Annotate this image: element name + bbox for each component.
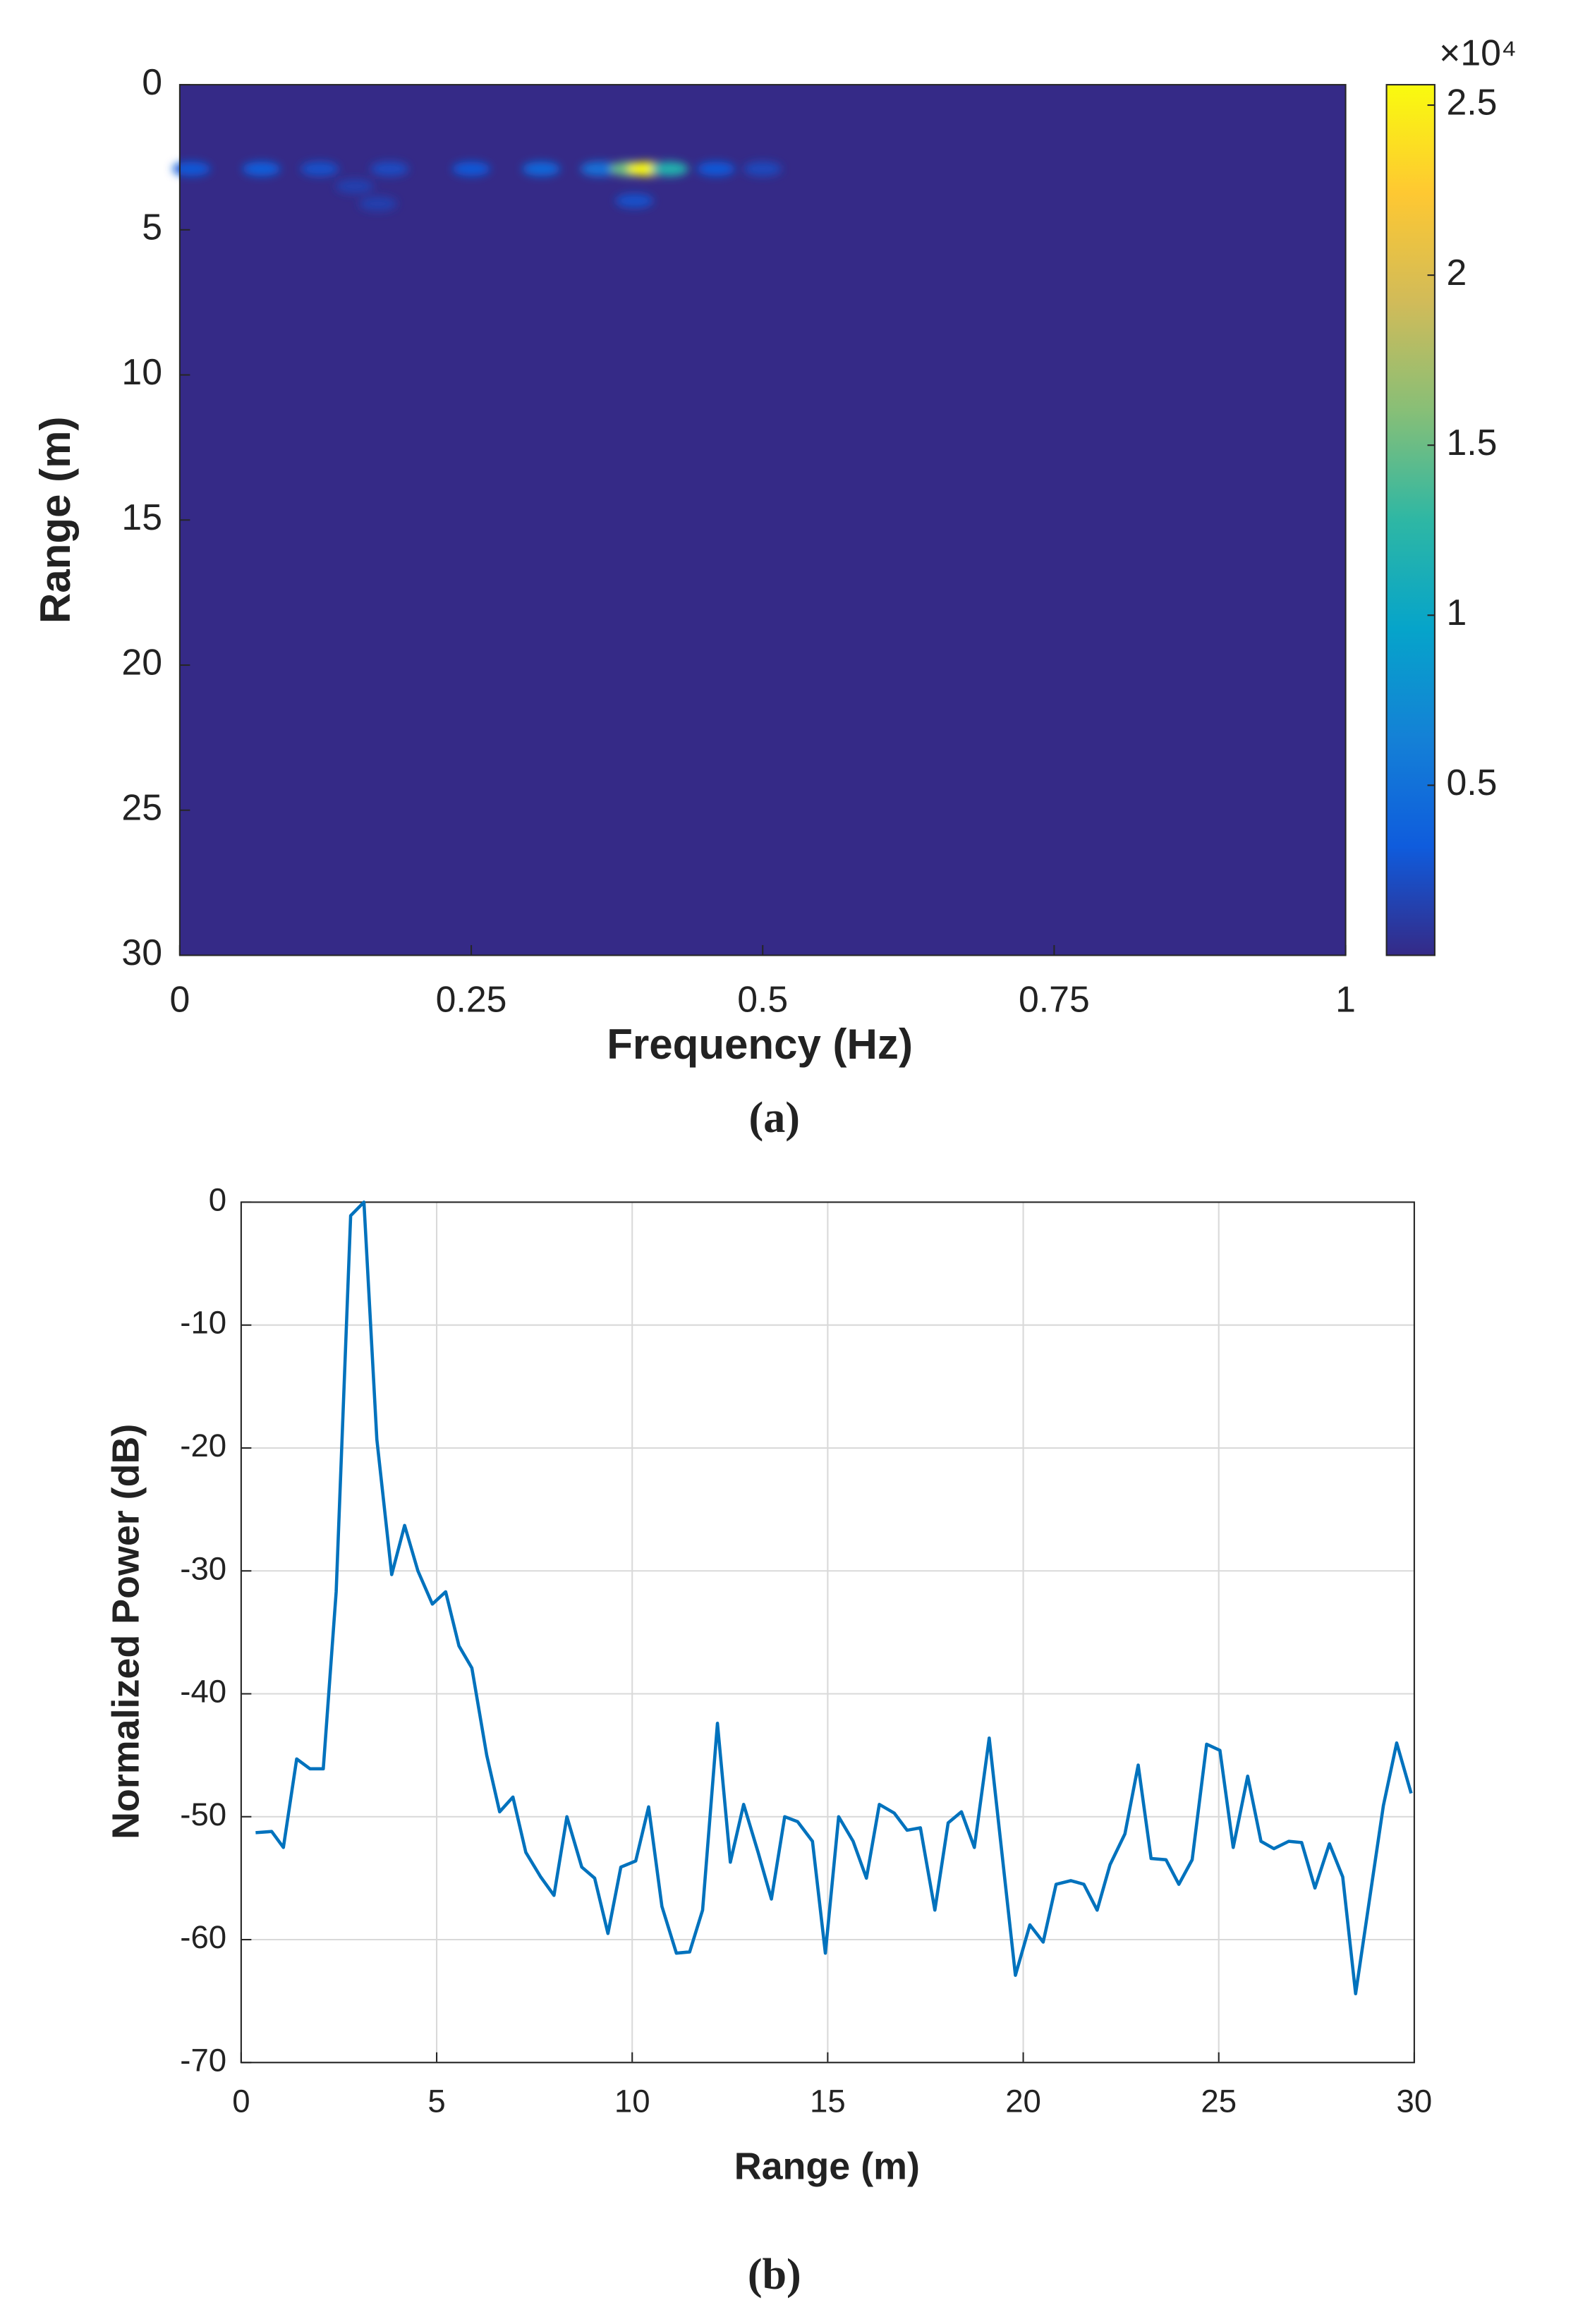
colorbar-tick-label: 1.5 [1446, 422, 1497, 463]
y-tick-label: -50 [180, 1796, 226, 1832]
x-tick-label: 0.5 [737, 978, 788, 1019]
y-tick-label: -10 [180, 1305, 226, 1341]
x-tick-label: 0 [232, 2083, 250, 2119]
y-tick-label: -40 [180, 1674, 226, 1710]
heatmap-cell [522, 162, 561, 176]
colorbar-scale-label: ×10⁴ [1439, 32, 1517, 73]
y-tick-label: -20 [180, 1428, 226, 1464]
x-axis-label: Frequency (Hz) [607, 1021, 913, 1068]
heatmap-cell [172, 162, 211, 176]
x-axis-label: Range (m) [734, 2146, 920, 2188]
colorbar-tick-label: 0.5 [1446, 762, 1497, 803]
y-tick-label: -70 [180, 2042, 226, 2078]
y-tick-label: 20 [121, 642, 162, 683]
y-tick-label: 10 [121, 351, 162, 392]
caption: (a) [749, 1094, 800, 1142]
x-tick-label: 1 [1335, 978, 1356, 1019]
x-tick-label: 30 [1397, 2083, 1433, 2119]
heatmap-cell [335, 178, 374, 194]
heatmap-cell [615, 193, 654, 209]
y-tick-label: -30 [180, 1550, 226, 1586]
heatmap-cell [242, 162, 281, 176]
heatmap-cell [358, 196, 397, 212]
heatmap-cell [650, 162, 688, 176]
x-tick-label: 5 [427, 2083, 445, 2119]
y-tick-label: 15 [121, 497, 162, 537]
heatmap-cell [452, 162, 490, 176]
x-tick-label: 20 [1005, 2083, 1041, 2119]
colorbar [1385, 84, 1436, 956]
x-tick-label: 10 [614, 2083, 650, 2119]
x-tick-label: 0.25 [436, 978, 507, 1019]
colorbar-tick-label: 1 [1446, 592, 1467, 633]
y-tick-label: 0 [209, 1181, 226, 1217]
heatmap-cell [744, 162, 782, 176]
heatmap-cell [580, 162, 619, 176]
x-tick-label: 0 [169, 978, 190, 1019]
x-tick-label: 15 [810, 2083, 846, 2119]
x-tick-label: 25 [1201, 2083, 1237, 2119]
heatmap-cells [172, 162, 782, 212]
heatmap-background [179, 85, 1346, 956]
heatmap-cell [697, 162, 736, 176]
y-tick-label: 0 [142, 61, 162, 102]
caption: (b) [748, 2251, 801, 2299]
y-tick-label: 5 [142, 207, 162, 248]
y-axis-label: Range (m) [32, 416, 79, 623]
y-tick-label: -60 [180, 1919, 226, 1955]
line-series [255, 1200, 1413, 1995]
y-tick-label: 30 [121, 932, 162, 973]
colorbar-tick-label: 2 [1446, 252, 1467, 293]
x-tick-label: 0.75 [1019, 978, 1090, 1019]
y-tick-label: 25 [121, 786, 162, 827]
colorbar-tick-label: 2.5 [1446, 82, 1497, 123]
heatmap-cell [301, 162, 339, 176]
heatmap-cell [370, 162, 409, 176]
y-axis-label: Normalized Power (dB) [105, 1424, 147, 1839]
plot-frame [240, 1201, 1415, 2064]
